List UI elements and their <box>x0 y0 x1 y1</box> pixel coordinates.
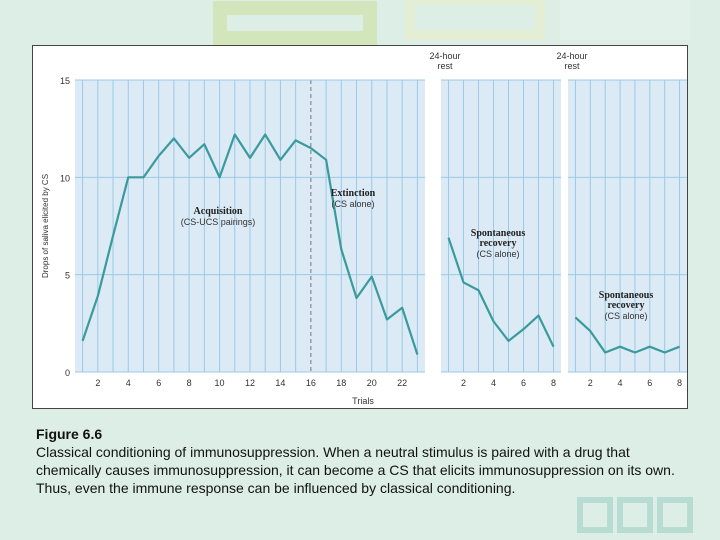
panel-top-label: 24-hour <box>429 51 460 61</box>
x-tick-label: 8 <box>677 378 682 388</box>
x-tick-label: 8 <box>187 378 192 388</box>
segment-label: Spontaneous <box>599 290 654 301</box>
panel-top-label: rest <box>564 61 580 71</box>
x-tick-label: 20 <box>367 378 377 388</box>
x-tick-label: 18 <box>336 378 346 388</box>
y-axis-label: Drops of saliva elicited by CS <box>41 174 50 278</box>
x-tick-label: 8 <box>551 378 556 388</box>
x-tick-label: 4 <box>618 378 623 388</box>
x-tick-label: 12 <box>245 378 255 388</box>
series-line <box>447 237 555 348</box>
x-tick-label: 6 <box>521 378 526 388</box>
x-tick-label: 6 <box>647 378 652 388</box>
plot-panel <box>441 80 561 372</box>
series-line <box>310 147 419 355</box>
segment-label: recovery <box>479 238 516 249</box>
x-tick-label: 2 <box>588 378 593 388</box>
x-tick-label: 2 <box>95 378 100 388</box>
y-tick-label: 5 <box>65 271 70 281</box>
figure-panel: 0 5 10 15 Drops of saliva elicited by CS Tria… <box>32 45 688 409</box>
figure-caption: Figure 6.6 Classical conditioning of imm… <box>36 425 696 497</box>
segment-sublabel: (CS alone) <box>476 249 519 259</box>
segment-sublabel: (CS-UCS pairings) <box>181 217 256 227</box>
x-tick-label: 6 <box>156 378 161 388</box>
x-tick-label: 22 <box>397 378 407 388</box>
segment-label: recovery <box>607 300 644 311</box>
line-chart: 0 5 10 15 Drops of saliva elicited by CS Tria… <box>41 51 687 406</box>
plot-panel <box>568 80 687 372</box>
series-line <box>574 316 680 354</box>
panel-top-label: rest <box>437 61 453 71</box>
caption-title: Figure 6.6 <box>36 426 103 442</box>
x-axis-label: Trials <box>352 396 374 406</box>
x-tick-label: 2 <box>461 378 466 388</box>
segment-sublabel: (CS alone) <box>604 311 647 321</box>
panel-top-label: 24-hour <box>556 51 587 61</box>
x-tick-label: 4 <box>126 378 131 388</box>
y-tick-label: 15 <box>60 76 70 86</box>
x-tick-label: 4 <box>491 378 496 388</box>
series-line <box>81 133 312 342</box>
x-tick-label: 16 <box>306 378 316 388</box>
y-tick-label: 10 <box>60 173 70 183</box>
caption-text: Classical conditioning of immunosuppress… <box>36 444 675 496</box>
segment-sublabel: (CS alone) <box>331 199 374 209</box>
segment-label: Acquisition <box>194 206 243 217</box>
x-tick-label: 10 <box>215 378 225 388</box>
segment-label: Spontaneous <box>471 228 526 239</box>
y-tick-label: 0 <box>65 368 70 378</box>
segment-label: Extinction <box>331 188 376 199</box>
x-tick-label: 14 <box>275 378 285 388</box>
